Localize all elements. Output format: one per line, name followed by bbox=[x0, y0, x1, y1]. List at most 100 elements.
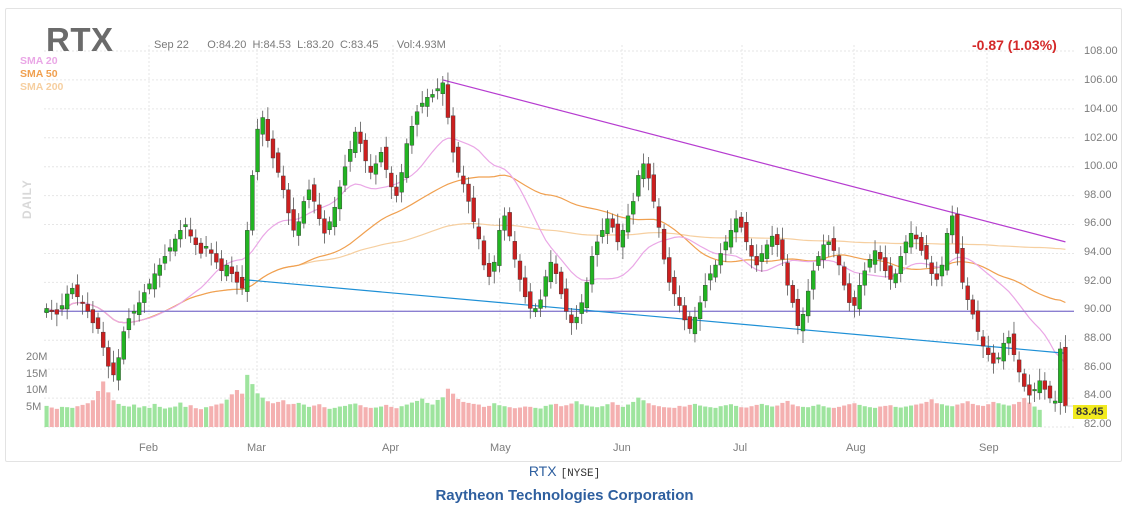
volume-bar bbox=[744, 407, 749, 427]
candle-body bbox=[584, 282, 590, 309]
volume-bar bbox=[337, 406, 342, 427]
volume-bar bbox=[800, 406, 806, 427]
candle-body bbox=[152, 273, 157, 290]
company-name-link[interactable]: Raytheon Technologies Corporation bbox=[435, 487, 694, 504]
candle-body bbox=[70, 287, 75, 295]
volume-bar bbox=[703, 406, 708, 427]
candle-body bbox=[615, 223, 620, 243]
volume-bar bbox=[620, 406, 625, 427]
candle-body bbox=[193, 237, 198, 245]
candle-body bbox=[744, 222, 749, 243]
volume-bar bbox=[682, 406, 687, 427]
chart-frame: RTX Sep 22 O:84.20 H:84.53 L:83.20 C:83.… bbox=[5, 8, 1122, 462]
y-tick: 100.00 bbox=[1084, 160, 1118, 172]
candle-body bbox=[914, 234, 919, 240]
candle-body bbox=[842, 266, 847, 286]
volume-bar bbox=[1032, 406, 1037, 427]
candle-body bbox=[811, 270, 816, 290]
period-label: DAILY bbox=[20, 179, 34, 219]
volume-bar bbox=[260, 397, 265, 427]
volume-bar bbox=[1037, 409, 1042, 427]
candle-body bbox=[749, 245, 754, 257]
candle-body bbox=[378, 152, 384, 163]
volume-bar bbox=[270, 403, 276, 427]
close-value: C:83.45 bbox=[339, 39, 379, 51]
volume-bar bbox=[656, 406, 661, 427]
candle-body bbox=[80, 301, 85, 304]
volume-bar bbox=[322, 407, 327, 427]
candle-body bbox=[656, 206, 662, 228]
candle-body bbox=[682, 305, 687, 321]
x-tick: Feb bbox=[139, 442, 158, 454]
candle-body bbox=[934, 273, 939, 280]
candle-body bbox=[291, 209, 296, 231]
candle-body bbox=[471, 197, 476, 222]
volume-bar bbox=[986, 404, 991, 427]
candle-body bbox=[502, 215, 507, 231]
candle-body bbox=[497, 230, 502, 266]
candle-body bbox=[672, 276, 677, 295]
candle-body bbox=[836, 255, 842, 266]
candle-body bbox=[317, 204, 322, 219]
candle-body bbox=[986, 347, 991, 355]
volume-bar bbox=[584, 405, 589, 427]
volume-bar bbox=[378, 406, 384, 427]
volume-bar bbox=[430, 404, 435, 427]
volume-bar bbox=[759, 403, 764, 427]
candle-body bbox=[275, 152, 281, 173]
volume-bar bbox=[862, 406, 867, 427]
volume-bar bbox=[147, 407, 152, 427]
volume-bar bbox=[435, 399, 440, 427]
candle-body bbox=[595, 241, 600, 255]
volume-bar bbox=[317, 404, 322, 427]
volume-bar bbox=[687, 404, 692, 427]
volume-bar bbox=[234, 390, 240, 427]
volume-bar bbox=[950, 406, 955, 427]
candle-body bbox=[209, 249, 214, 254]
candle-body bbox=[224, 264, 229, 277]
volume-bar bbox=[754, 404, 759, 427]
candle-body bbox=[543, 276, 548, 297]
y-tick: 92.00 bbox=[1084, 275, 1112, 287]
volume-bar bbox=[806, 407, 811, 427]
volume-bar bbox=[466, 402, 471, 427]
candle-body bbox=[548, 261, 554, 283]
volume-bar bbox=[559, 406, 564, 427]
candle-body bbox=[893, 273, 898, 284]
candle-body bbox=[955, 213, 960, 254]
candle-body bbox=[445, 84, 451, 118]
volume-bar bbox=[44, 405, 49, 427]
candle-body bbox=[265, 119, 270, 141]
volume-bar bbox=[878, 406, 883, 427]
volume-bar bbox=[70, 407, 75, 427]
volume-bar bbox=[945, 405, 950, 427]
candle-body bbox=[337, 186, 343, 210]
candle-body bbox=[754, 256, 759, 266]
candle-body bbox=[281, 175, 286, 191]
candle-body bbox=[939, 264, 945, 277]
volume-bar bbox=[955, 404, 960, 427]
volume-bar bbox=[975, 405, 981, 427]
volume-bar bbox=[523, 406, 528, 427]
volume-bar bbox=[1001, 404, 1006, 427]
low-value: L:83.20 bbox=[297, 39, 334, 51]
volume-bar bbox=[456, 398, 461, 427]
candle-body bbox=[929, 262, 934, 274]
candle-body bbox=[970, 299, 975, 315]
candle-body bbox=[569, 314, 574, 324]
last-price-tag: 83.45 bbox=[1073, 405, 1107, 419]
volume-bar bbox=[929, 399, 934, 427]
volume-bar bbox=[1006, 405, 1011, 427]
volume-bar bbox=[49, 407, 54, 427]
candle-body bbox=[435, 88, 440, 92]
volume-bar bbox=[224, 399, 229, 427]
candle-body bbox=[723, 241, 728, 251]
volume-bar bbox=[636, 397, 641, 427]
footer-ticker-link[interactable]: RTX bbox=[528, 463, 557, 479]
candle-body bbox=[991, 352, 996, 364]
volume-bar bbox=[610, 402, 615, 427]
candle-body bbox=[728, 230, 734, 248]
volume-bar bbox=[276, 401, 281, 427]
volume-bar bbox=[116, 403, 121, 427]
volume-bar bbox=[312, 405, 317, 427]
